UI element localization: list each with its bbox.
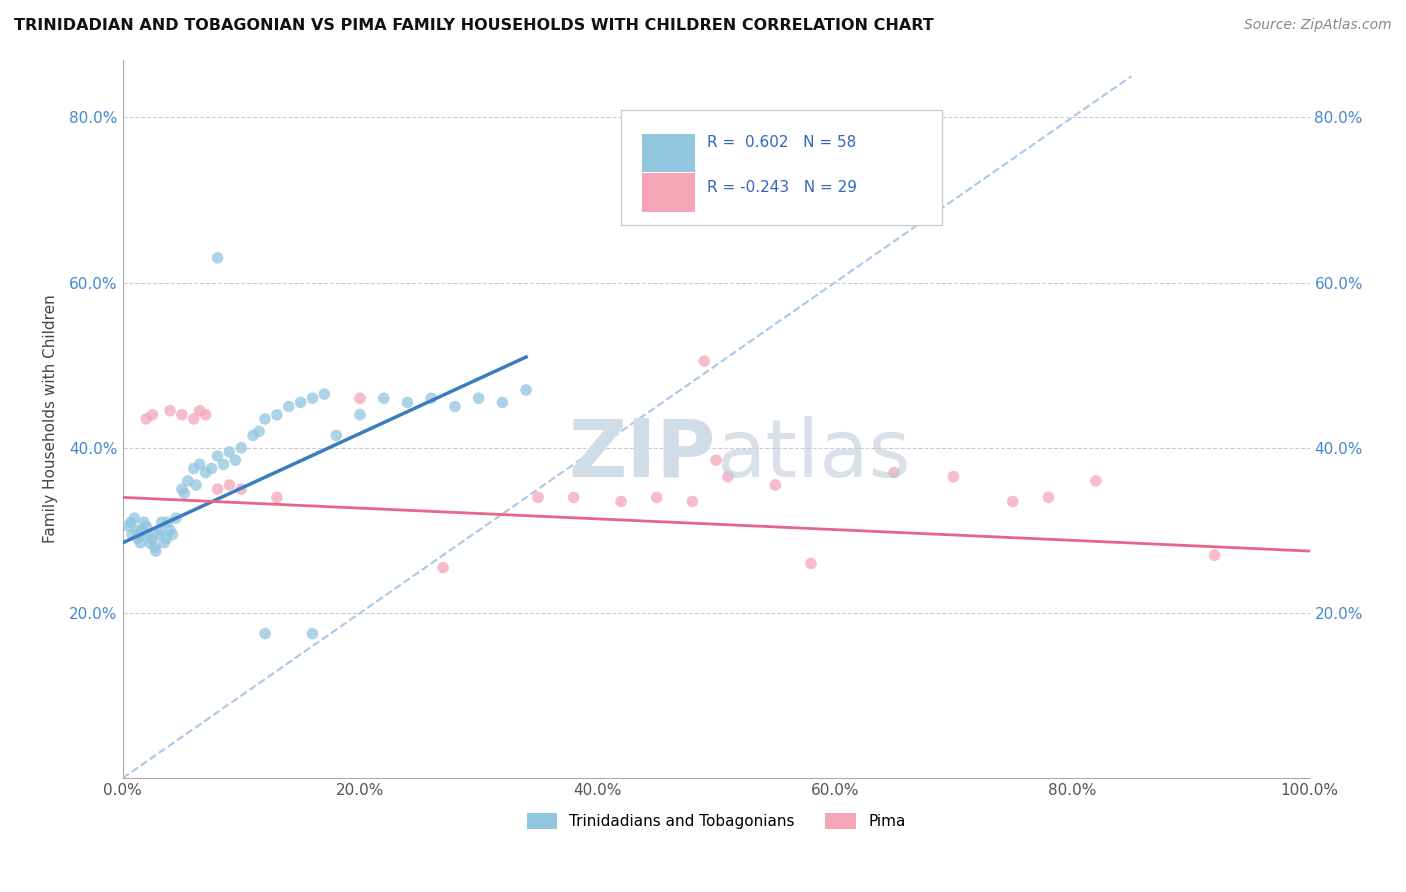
Point	[218, 478, 240, 492]
Point	[491, 395, 513, 409]
Text: ZIP: ZIP	[569, 416, 716, 494]
Point	[515, 383, 537, 397]
Text: R =  0.602   N = 58: R = 0.602 N = 58	[707, 135, 856, 150]
Point	[207, 449, 229, 463]
FancyBboxPatch shape	[621, 110, 942, 225]
Point	[131, 524, 153, 538]
Point	[117, 519, 139, 533]
FancyBboxPatch shape	[643, 134, 695, 172]
Point	[467, 391, 489, 405]
Point	[247, 425, 270, 439]
Y-axis label: Family Households with Children: Family Households with Children	[44, 294, 58, 543]
Point	[314, 387, 336, 401]
Point	[145, 544, 167, 558]
Point	[942, 469, 965, 483]
Legend: Trinidadians and Tobagonians, Pima: Trinidadians and Tobagonians, Pima	[520, 807, 911, 835]
Point	[150, 515, 173, 529]
Point	[231, 441, 253, 455]
Point	[763, 478, 786, 492]
FancyBboxPatch shape	[643, 173, 695, 212]
Point	[231, 482, 253, 496]
Point	[129, 527, 152, 541]
Point	[194, 466, 217, 480]
Point	[253, 412, 276, 426]
Point	[129, 536, 152, 550]
Point	[127, 532, 149, 546]
Point	[645, 491, 668, 505]
Point	[132, 515, 155, 529]
Point	[124, 511, 146, 525]
Text: TRINIDADIAN AND TOBAGONIAN VS PIMA FAMILY HOUSEHOLDS WITH CHILDREN CORRELATION C: TRINIDADIAN AND TOBAGONIAN VS PIMA FAMIL…	[14, 18, 934, 33]
Point	[242, 428, 264, 442]
Point	[170, 408, 193, 422]
Point	[301, 391, 323, 405]
Point	[349, 391, 371, 405]
Point	[194, 408, 217, 422]
Point	[420, 391, 443, 405]
Point	[290, 395, 312, 409]
Point	[277, 400, 299, 414]
Point	[253, 626, 276, 640]
Point	[188, 458, 211, 472]
Point	[681, 494, 703, 508]
Text: atlas: atlas	[716, 416, 911, 494]
Point	[325, 428, 347, 442]
Point	[373, 391, 395, 405]
Point	[396, 395, 419, 409]
Point	[141, 532, 163, 546]
Point	[432, 560, 454, 574]
Point	[1001, 494, 1024, 508]
Point	[224, 453, 246, 467]
Point	[444, 400, 467, 414]
Point	[527, 491, 550, 505]
Point	[717, 469, 740, 483]
Point	[1038, 491, 1060, 505]
Point	[139, 536, 162, 550]
Point	[610, 494, 633, 508]
Point	[1204, 548, 1226, 562]
Point	[183, 412, 205, 426]
Point	[162, 527, 184, 541]
Point	[143, 540, 166, 554]
Point	[212, 458, 235, 472]
Point	[141, 408, 163, 422]
Point	[883, 466, 905, 480]
Point	[186, 478, 208, 492]
Point	[1084, 474, 1107, 488]
Point	[121, 527, 143, 541]
Point	[218, 445, 240, 459]
Point	[120, 515, 142, 529]
Point	[159, 403, 181, 417]
Point	[173, 486, 195, 500]
Point	[148, 527, 170, 541]
Point	[201, 461, 224, 475]
Point	[138, 527, 160, 541]
Point	[183, 461, 205, 475]
Point	[266, 408, 288, 422]
Point	[704, 453, 727, 467]
Point	[207, 482, 229, 496]
Text: Source: ZipAtlas.com: Source: ZipAtlas.com	[1244, 18, 1392, 32]
Point	[153, 536, 176, 550]
Point	[188, 403, 211, 417]
Point	[125, 524, 148, 538]
Point	[149, 524, 172, 538]
Point	[135, 412, 157, 426]
Point	[207, 251, 229, 265]
Point	[170, 482, 193, 496]
Point	[266, 491, 288, 505]
Text: R = -0.243   N = 29: R = -0.243 N = 29	[707, 180, 856, 195]
Point	[693, 354, 716, 368]
Point	[155, 532, 177, 546]
Point	[349, 408, 371, 422]
Point	[159, 524, 181, 538]
Point	[156, 515, 179, 529]
Point	[165, 511, 187, 525]
Point	[177, 474, 200, 488]
Point	[301, 626, 323, 640]
Point	[562, 491, 585, 505]
Point	[800, 557, 823, 571]
Point	[135, 519, 157, 533]
